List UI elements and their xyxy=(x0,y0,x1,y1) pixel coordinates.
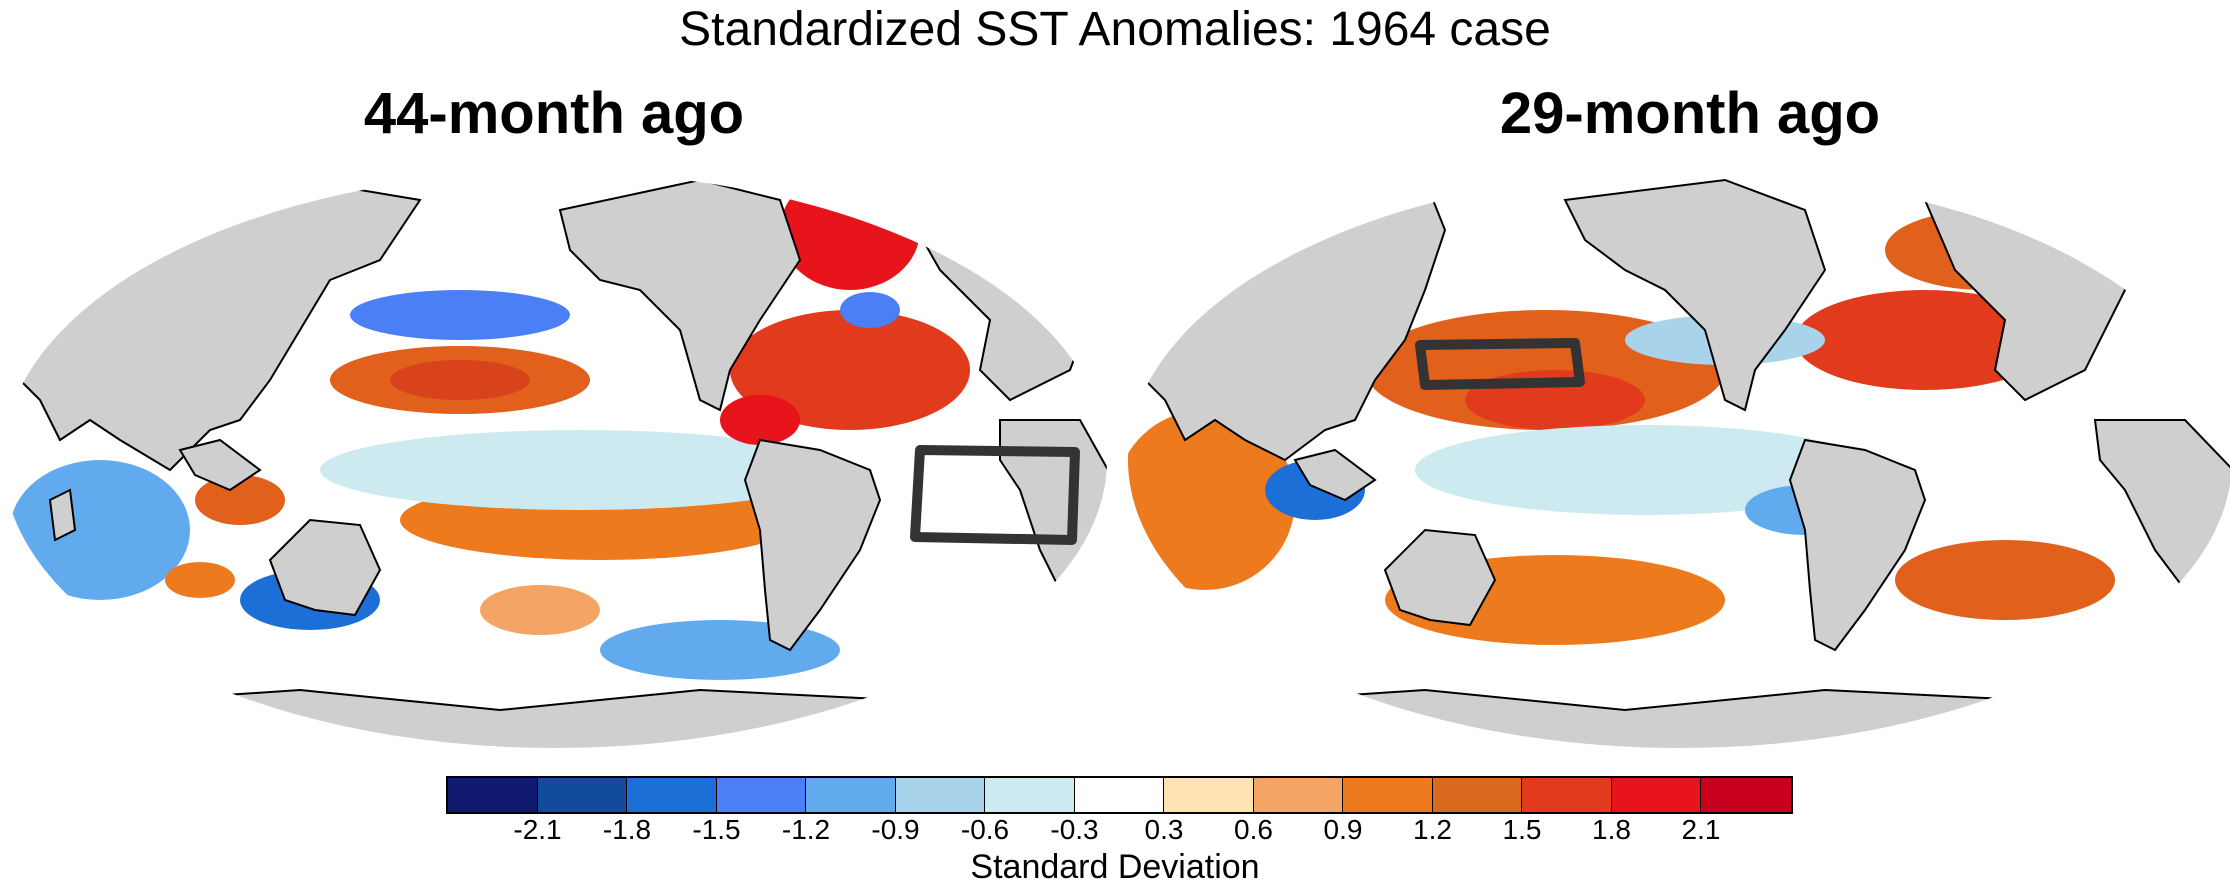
colorbar-tick-label: -1.2 xyxy=(781,814,831,845)
colorbar-tick-label: -2.1 xyxy=(513,814,562,845)
colorbar-cell xyxy=(1164,778,1254,812)
anomaly-eq-pacific-cool xyxy=(320,430,840,510)
colorbar-tick-label: -1.8 xyxy=(602,814,652,845)
map-right xyxy=(1128,172,2230,748)
colorbar-cell xyxy=(806,778,896,812)
panel-title-left: 44-month ago xyxy=(363,81,745,146)
anomaly-indian-warm xyxy=(165,562,235,598)
anomaly-caribbean-warm xyxy=(720,395,800,445)
colorbar-tick-label: 0.6 xyxy=(1234,814,1273,845)
colorbar-tick-label: -1.5 xyxy=(692,814,741,845)
highlight-box-right xyxy=(1415,338,1585,390)
colorbar-cell xyxy=(1522,778,1612,812)
colorbar-tick-label: -0.3 xyxy=(1050,814,1099,845)
colorbar-cell xyxy=(985,778,1075,812)
colorbar-cell xyxy=(537,778,627,812)
anomaly-indian-cool xyxy=(10,460,190,600)
colorbar-tick-label: 1.2 xyxy=(1413,814,1452,845)
colorbar-label: Standard Deviation xyxy=(970,848,1260,886)
colorbar-tick-label: -0.9 xyxy=(871,814,920,845)
colorbar-cell xyxy=(716,778,806,812)
anomaly-south-atlantic-warm-r xyxy=(1895,540,2115,620)
colorbar-tick-label: 0.3 xyxy=(1144,814,1184,845)
anomaly-north-pacific-cool xyxy=(350,290,570,340)
colorbar-cell xyxy=(1432,778,1522,812)
anomaly-maritime-warm xyxy=(195,475,285,525)
highlight-box-left xyxy=(910,445,1080,545)
colorbar-tick-label: -0.6 xyxy=(960,814,1010,845)
anomaly-north-pacific-core xyxy=(390,360,530,400)
anomaly-south-pacific-warm-small xyxy=(480,585,600,635)
anomaly-north-atlantic-warm xyxy=(730,310,970,430)
colorbar-tick-label: 2.1 xyxy=(1681,814,1721,845)
panel-title-right: 29-month ago xyxy=(1499,81,1881,146)
map-left xyxy=(3,172,1107,748)
anomaly-north-atlantic-warm-r xyxy=(1795,290,2055,390)
anomaly-labrador-cool xyxy=(840,292,900,328)
anomaly-eq-pacific-cool-r xyxy=(1415,425,1875,515)
colorbar-tick-label: 1.8 xyxy=(1592,814,1631,845)
anomaly-indian-west-warm-r xyxy=(1128,410,1295,590)
colorbar-cell xyxy=(1074,778,1164,812)
figure-title: Standardized SST Anomalies: 1964 case xyxy=(679,3,1551,56)
colorbar-cell xyxy=(627,778,717,812)
colorbar-cell xyxy=(1253,778,1343,812)
colorbar-tick-label: 0.9 xyxy=(1323,814,1363,845)
colorbar-cell xyxy=(1701,778,1791,812)
colorbar-cell xyxy=(1343,778,1433,812)
colorbar xyxy=(446,776,1793,814)
colorbar-cell xyxy=(895,778,985,812)
colorbar-cell xyxy=(448,778,538,812)
colorbar-ticks: -2.1 -1.8 -1.5 -1.2 -0.9 -0.6 -0.3 0.3 0.6 0.9 1.2… xyxy=(0,814,2230,845)
colorbar-tick-label: 1.5 xyxy=(1502,814,1542,845)
colorbar-cell xyxy=(1611,778,1701,812)
anomaly-arctic-west-warm xyxy=(10,230,110,310)
anomaly-arctic-atlantic-warm xyxy=(780,172,920,290)
